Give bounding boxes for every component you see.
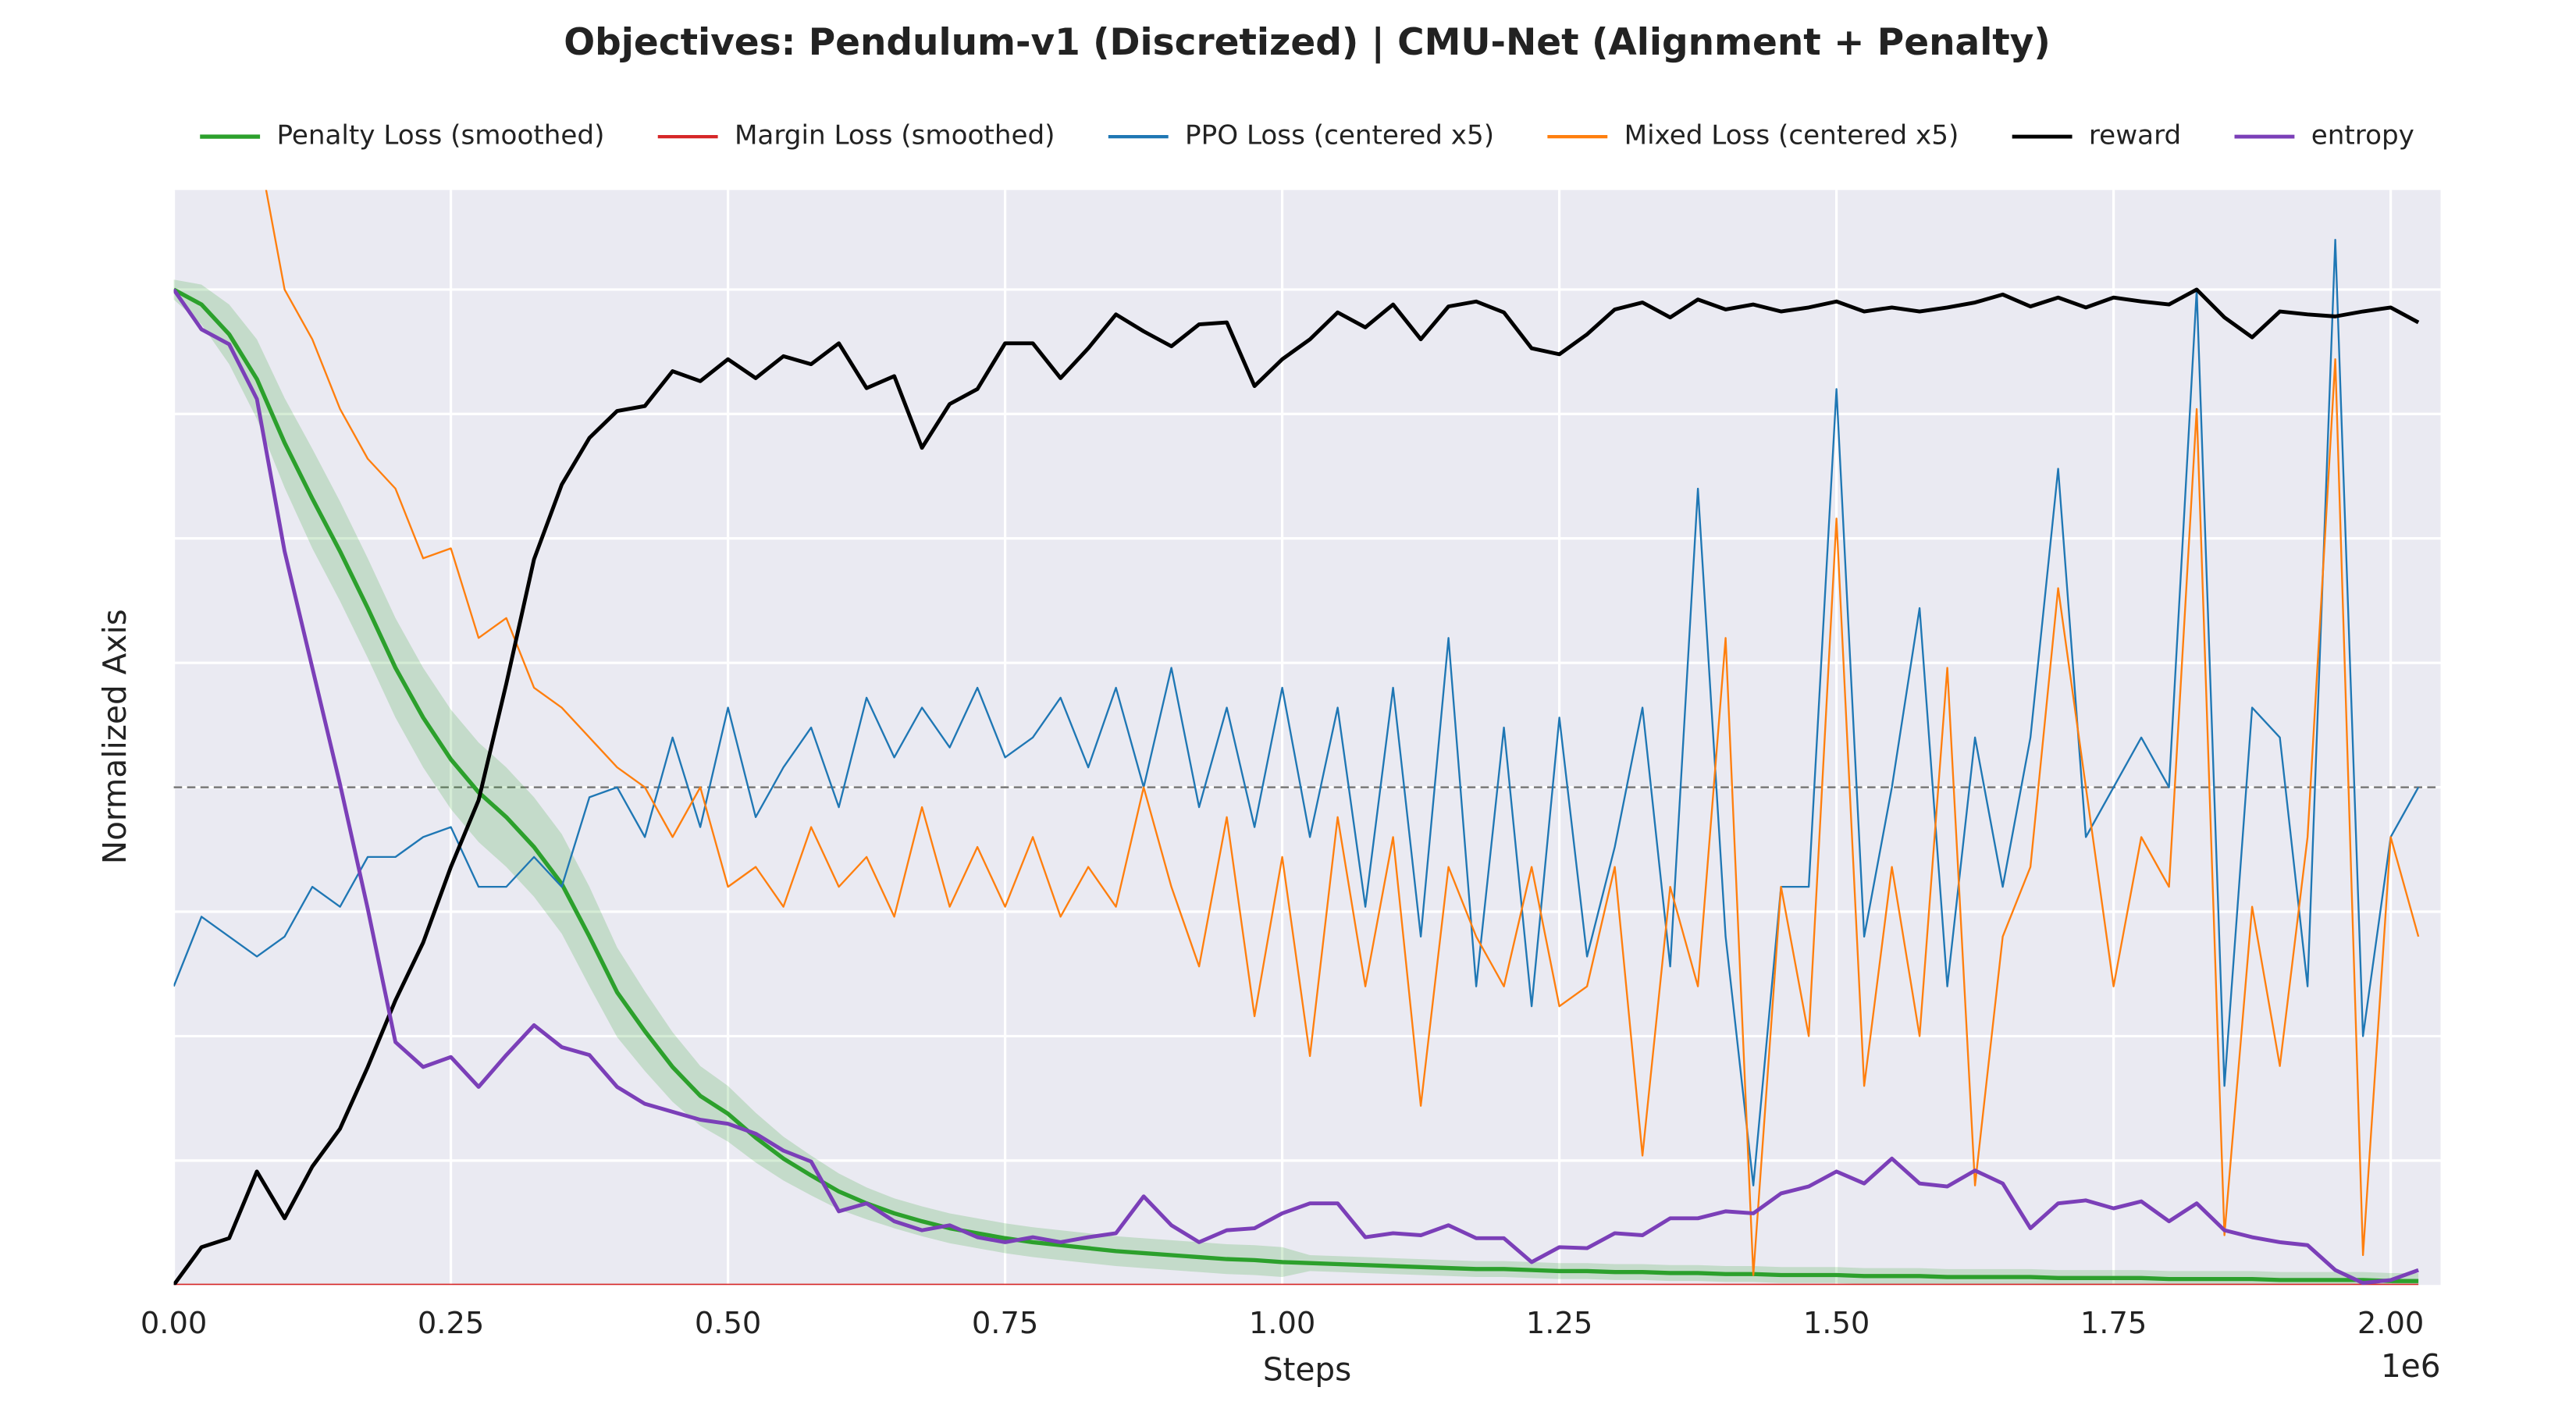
x-axis-label: Steps (1263, 1350, 1351, 1388)
x-offset-label: 1e6 (2381, 1347, 2441, 1385)
x-tick-label: 1.75 (2080, 1306, 2147, 1341)
marks (173, 190, 2420, 1286)
legend-label: reward (2089, 120, 2181, 151)
plot-area (173, 190, 2441, 1286)
legend-item: PPO Loss (centered x5) (1108, 120, 1494, 151)
x-tick-label: 1.00 (1249, 1306, 1316, 1341)
series-line (173, 287, 2420, 1286)
x-tick-label: 1.50 (1803, 1306, 1870, 1341)
series-line (173, 239, 2420, 1186)
series-line (173, 288, 2419, 1286)
legend-item: reward (2012, 120, 2181, 151)
legend-label: PPO Loss (centered x5) (1185, 120, 1494, 151)
legend-label: Margin Loss (smoothed) (735, 120, 1055, 151)
legend-label: entropy (2311, 120, 2414, 151)
legend-label: Mixed Loss (centered x5) (1624, 120, 1959, 151)
series-line (173, 287, 2419, 1283)
series-line (265, 190, 2420, 1276)
legend-item: Penalty Loss (smoothed) (200, 120, 604, 151)
chart-title: Objectives: Pendulum-v1 (Discretized) | … (564, 21, 2051, 64)
x-tick-label: 0.25 (418, 1306, 485, 1341)
x-tick-label: 2.00 (2357, 1306, 2425, 1341)
legend: Penalty Loss (smoothed) Margin Loss (smoo… (200, 120, 2414, 151)
grid (172, 190, 2441, 1286)
legend-label: Penalty Loss (smoothed) (276, 120, 604, 151)
legend-item: Margin Loss (smoothed) (657, 120, 1055, 151)
x-tick-label: 0.50 (695, 1306, 762, 1341)
x-tick-label: 1.25 (1526, 1306, 1593, 1341)
labels: 0.00 0.25 0.50 0.75 1.00 1.25 1.50 1.75 2.00 (141, 1306, 2425, 1341)
x-tick-label: 0.75 (972, 1306, 1039, 1341)
legend-item: Mixed Loss (centered x5) (1547, 120, 1959, 151)
y-axis-label: Normalized Axis (96, 609, 133, 864)
legend-item: entropy (2234, 120, 2414, 151)
x-tick-label: 0.00 (141, 1306, 208, 1341)
